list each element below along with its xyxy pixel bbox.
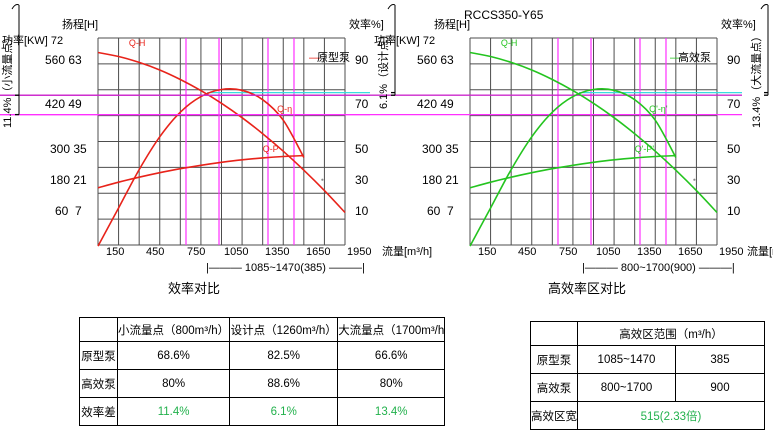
svg-text:Q-η: Q-η	[277, 104, 292, 114]
svg-text:Q-H: Q-H	[501, 38, 518, 48]
svg-text:Q'-P': Q'-P'	[635, 144, 655, 154]
svg-text:Q-P: Q-P	[263, 144, 279, 154]
svg-text:Q'-η': Q'-η'	[649, 104, 668, 114]
svg-text:Q-H: Q-H	[129, 38, 146, 48]
